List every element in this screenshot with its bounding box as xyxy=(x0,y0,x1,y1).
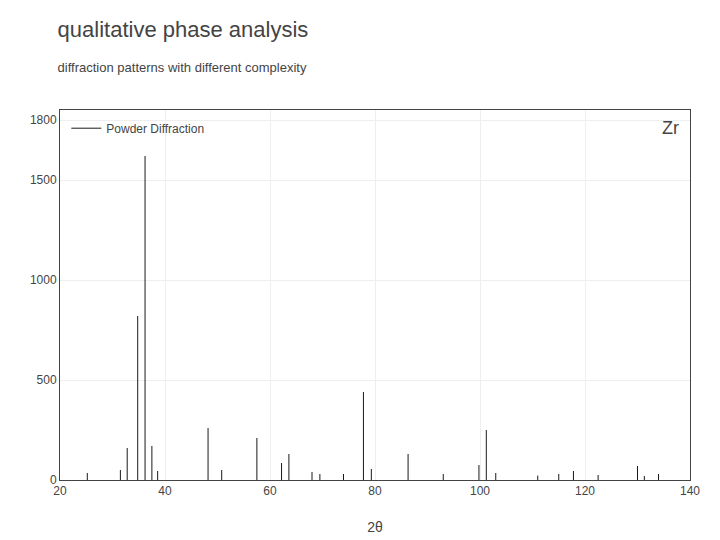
svg-text:Zr: Zr xyxy=(662,118,679,138)
svg-text:80: 80 xyxy=(368,484,382,498)
svg-text:qualitative phase analysis: qualitative phase analysis xyxy=(58,17,309,42)
svg-text:2θ: 2θ xyxy=(367,519,383,535)
svg-text:500: 500 xyxy=(37,373,57,387)
svg-text:1800: 1800 xyxy=(30,113,57,127)
svg-text:20: 20 xyxy=(53,484,67,498)
svg-text:40: 40 xyxy=(158,484,172,498)
svg-text:1500: 1500 xyxy=(30,173,57,187)
svg-text:140: 140 xyxy=(680,484,700,498)
svg-text:100: 100 xyxy=(470,484,490,498)
svg-text:Powder Diffraction: Powder Diffraction xyxy=(106,122,204,136)
svg-text:diffraction patterns with diff: diffraction patterns with different comp… xyxy=(58,60,307,75)
svg-text:60: 60 xyxy=(263,484,277,498)
svg-text:0: 0 xyxy=(50,473,57,487)
svg-text:1000: 1000 xyxy=(30,273,57,287)
svg-text:120: 120 xyxy=(575,484,595,498)
